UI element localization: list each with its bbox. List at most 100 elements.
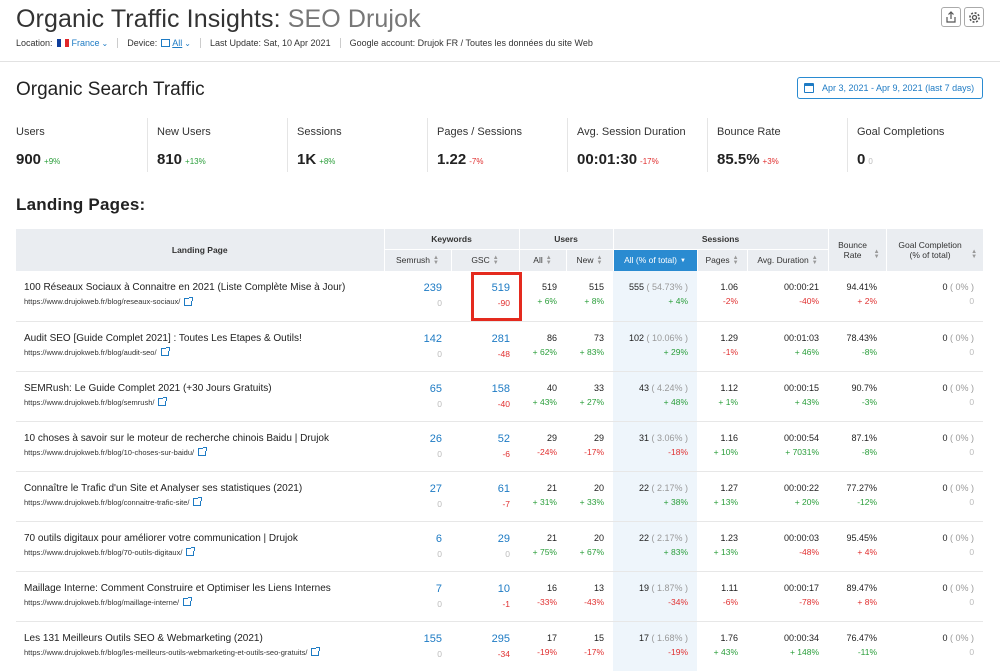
landing-page-cell: Maillage Interne: Comment Construire et … xyxy=(16,571,384,622)
page-title-link[interactable]: Maillage Interne: Comment Construire et … xyxy=(24,582,331,594)
semrush-keywords-link[interactable]: 65 xyxy=(429,382,442,395)
users-all-cell: 29 -24% xyxy=(519,421,566,472)
page-header: Organic Traffic Insights: SEO Drujok Loc… xyxy=(0,0,1000,62)
col-users-new[interactable]: New ▲ ▼ xyxy=(566,248,614,271)
col-bounce-rate[interactable]: Bounce Rate ▲ ▼ xyxy=(828,229,887,271)
delta: + 27% xyxy=(579,396,605,407)
delta: -7 xyxy=(502,498,510,509)
gear-icon xyxy=(968,11,980,23)
delta: -18% xyxy=(668,446,689,457)
value: 0 xyxy=(942,632,948,643)
delta: 0 xyxy=(437,298,442,308)
delta: + 38% xyxy=(663,496,689,507)
delta: -6% xyxy=(722,596,739,607)
page-title-link[interactable]: 70 outils digitaux pour améliorer votre … xyxy=(24,532,298,544)
page-url: https://www.drujokweb.fr/blog/maillage-i… xyxy=(24,597,180,607)
page-title-link[interactable]: 10 choses à savoir sur le moteur de rech… xyxy=(24,432,329,444)
external-link-icon[interactable] xyxy=(160,347,170,356)
gsc-keywords-link[interactable]: 281 xyxy=(491,332,510,345)
bounce-rate-cell: 87.1% -8% xyxy=(828,421,887,472)
semrush-keywords-link[interactable]: 26 xyxy=(429,432,442,445)
metric-value: 810 xyxy=(157,151,183,168)
divider xyxy=(117,38,119,48)
gsc-keywords-link[interactable]: 61 xyxy=(497,482,510,495)
bounce-rate-cell: 94.41% + 2% xyxy=(828,271,887,322)
external-link-icon[interactable] xyxy=(193,497,203,506)
percent-of-total: ( 0% ) xyxy=(950,432,975,443)
sort-icon: ▲ ▼ xyxy=(971,249,978,261)
users-new-cell: 20 + 33% xyxy=(566,471,614,522)
location-label: Location: xyxy=(16,38,53,48)
gsc-keywords-link[interactable]: 52 xyxy=(497,432,510,445)
bounce-rate-cell: 95.45% + 4% xyxy=(828,521,887,572)
users-all-cell: 519 + 6% xyxy=(519,271,566,322)
gsc-keywords-link[interactable]: 10 xyxy=(497,582,510,595)
value: 00:00:54 xyxy=(784,432,820,443)
delta: + 46% xyxy=(794,346,820,357)
metric-value: 00:01:30 xyxy=(577,151,638,168)
percent-of-total: ( 54.73% ) xyxy=(646,282,689,292)
page-title-link[interactable]: Audit SEO [Guide Complet 2021] : Toutes … xyxy=(24,332,302,344)
gsc-keywords-link[interactable]: 158 xyxy=(491,382,510,395)
semrush-keywords-link[interactable]: 27 xyxy=(429,482,442,495)
col-sessions-all[interactable]: All (% of total) ▼ xyxy=(613,248,698,271)
value: 1.27 xyxy=(720,482,739,493)
col-landing-page[interactable]: Landing Page xyxy=(16,229,385,271)
share-export-icon xyxy=(946,11,956,23)
delta: + 29% xyxy=(663,346,689,357)
external-link-icon[interactable] xyxy=(183,597,193,606)
gsc-cell: 281 -48 xyxy=(451,321,519,372)
delta: 0 xyxy=(969,296,975,306)
sort-icon: ▲ ▼ xyxy=(873,249,880,261)
delta: 0 xyxy=(969,496,975,507)
col-goal-completion[interactable]: Goal Completion (% of total) ▲ ▼ xyxy=(886,229,984,271)
semrush-keywords-link[interactable]: 7 xyxy=(435,582,442,595)
device-dropdown[interactable]: All ⌄ xyxy=(172,38,191,48)
gsc-keywords-link[interactable]: 295 xyxy=(491,632,510,645)
gsc-keywords-link[interactable]: 519 xyxy=(491,282,510,294)
semrush-keywords-link[interactable]: 142 xyxy=(423,332,442,345)
semrush-keywords-link[interactable]: 6 xyxy=(435,532,442,545)
external-link-icon[interactable] xyxy=(311,647,321,656)
location-dropdown[interactable]: France ⌄ xyxy=(72,38,109,48)
goal-completion-cell: 0 ( 0% ) 0 xyxy=(886,271,984,322)
col-semrush[interactable]: Semrush ▲ ▼ xyxy=(384,248,452,271)
goal-completion-cell: 0 ( 0% ) 0 xyxy=(886,371,984,422)
semrush-keywords-link[interactable]: 155 xyxy=(423,632,442,645)
metric-value: 900 xyxy=(16,151,42,168)
metric-label: Goal Completions xyxy=(857,126,945,138)
delta: + 43% xyxy=(794,396,820,407)
sort-icon: ▲ ▼ xyxy=(492,254,499,266)
col-users-all[interactable]: All ▲ ▼ xyxy=(519,248,567,271)
external-link-icon[interactable] xyxy=(158,397,168,406)
value: 21 xyxy=(546,532,557,543)
col-avg-duration[interactable]: Avg. Duration ▲ ▼ xyxy=(747,248,829,271)
delta: -34 xyxy=(497,648,510,659)
value: 90.7% xyxy=(851,382,878,393)
col-gsc[interactable]: GSC ▲ ▼ xyxy=(451,248,520,271)
page-title-link[interactable]: SEMRush: Le Guide Complet 2021 (+30 Jour… xyxy=(24,382,272,394)
users-new-cell: 29 -17% xyxy=(566,421,614,472)
delta: -1% xyxy=(722,346,739,357)
gsc-keywords-link[interactable]: 29 xyxy=(497,532,510,545)
page-title-link[interactable]: Les 131 Meilleurs Outils SEO & Webmarket… xyxy=(24,632,263,644)
external-link-icon[interactable] xyxy=(186,547,196,556)
value: 1.29 xyxy=(720,332,739,343)
external-link-icon[interactable] xyxy=(184,296,194,306)
semrush-keywords-link[interactable]: 239 xyxy=(423,282,442,294)
semrush-cell: 65 0 xyxy=(384,371,451,422)
percent-of-total: ( 1.87% ) xyxy=(651,582,689,593)
value: 00:00:21 xyxy=(784,282,820,292)
filter-bar: Location: France ⌄ Device: All ⌄ Last Upda… xyxy=(16,38,593,48)
col-pages[interactable]: Pages ▲ ▼ xyxy=(697,248,748,271)
sessions-all-cell: 43 ( 4.24% ) + 48% xyxy=(613,371,698,422)
page-title-link[interactable]: Connaître le Trafic d'un Site et Analyse… xyxy=(24,482,303,494)
value: 22 xyxy=(638,532,649,543)
external-link-icon[interactable] xyxy=(198,447,208,456)
export-button[interactable] xyxy=(941,7,961,27)
date-range-picker[interactable]: Apr 3, 2021 - Apr 9, 2021 (last 7 days) xyxy=(797,77,983,99)
sessions-all-cell: 102 ( 10.06% ) + 29% xyxy=(613,321,698,372)
settings-button[interactable] xyxy=(964,7,984,27)
value: 1.16 xyxy=(720,432,739,443)
page-title-link[interactable]: 100 Réseaux Sociaux à Connaitre en 2021 … xyxy=(24,282,346,293)
